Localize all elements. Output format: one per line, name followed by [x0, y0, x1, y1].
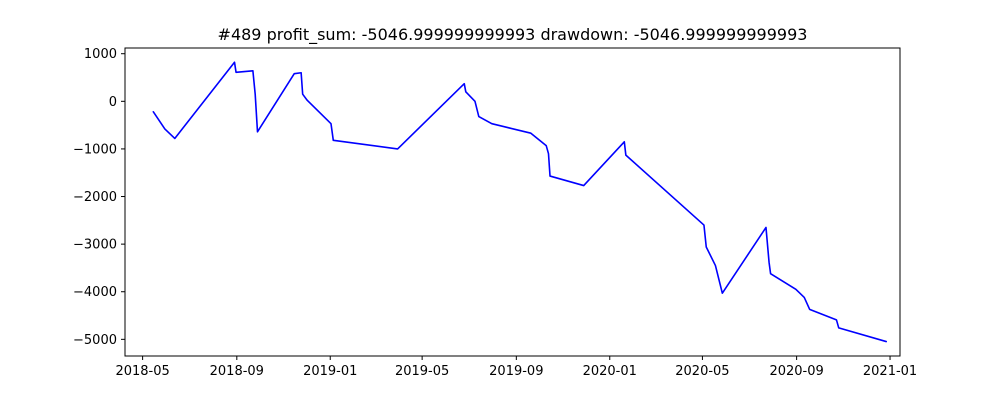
y-tick-label: −1000 — [73, 142, 117, 157]
y-axis: 1000 0 −1000 −2000 −3000 −4000 −5000 — [73, 47, 125, 348]
y-tick-label: 1000 — [84, 47, 117, 62]
x-tick-label: 2020-09 — [769, 364, 823, 379]
x-tick-label: 2019-09 — [489, 364, 543, 379]
x-axis: 2018-05 2018-09 2019-01 2019-05 2019-09 2020-… — [115, 356, 917, 379]
y-tick-label: 0 — [109, 95, 117, 110]
x-tick-label: 2019-01 — [303, 364, 357, 379]
y-tick-label: −2000 — [73, 190, 117, 205]
x-tick-label: 2018-09 — [210, 364, 264, 379]
y-tick-label: −3000 — [73, 238, 117, 253]
series-layer — [152, 61, 888, 343]
y-tick-label: −4000 — [73, 285, 117, 300]
plot-frame — [124, 47, 901, 357]
x-tick-label: 2021-01 — [863, 364, 917, 379]
x-tick-label: 2020-05 — [675, 364, 729, 379]
chart-title: #489 profit_sum: -5046.999999999993 draw… — [218, 25, 808, 45]
x-tick-label: 2019-05 — [395, 364, 449, 379]
y-tick-label: −5000 — [73, 333, 117, 348]
profit-line — [152, 61, 888, 343]
x-tick-label: 2018-05 — [115, 364, 169, 379]
x-tick-label: 2020-01 — [583, 364, 637, 379]
